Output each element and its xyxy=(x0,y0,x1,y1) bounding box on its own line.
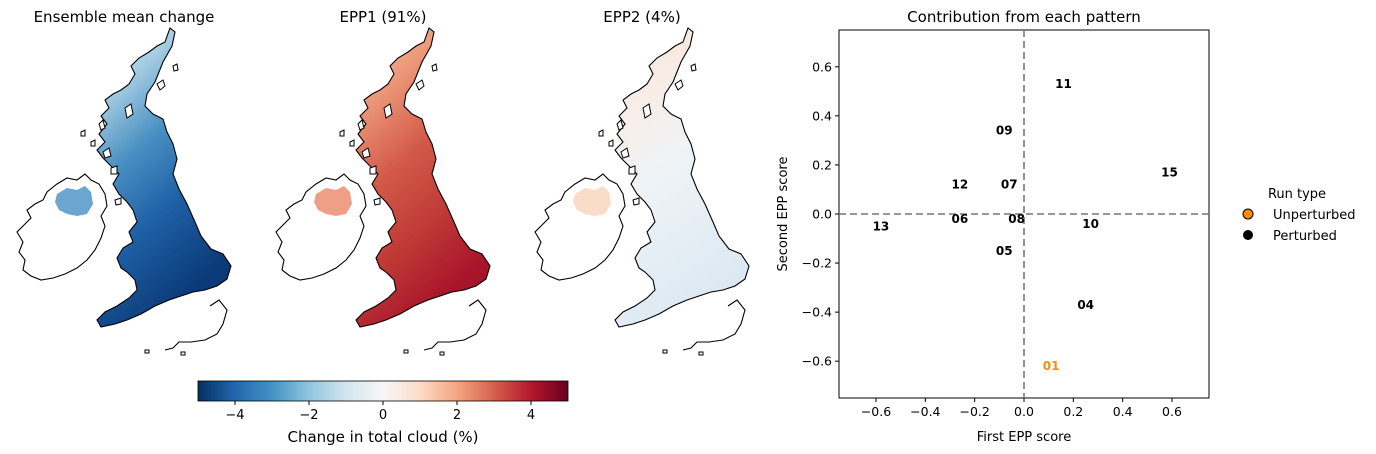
y-tick-label: 0.2 xyxy=(812,157,832,172)
legend-entry-unperturbed: Unperturbed xyxy=(1242,208,1356,223)
point-label-06: 06 xyxy=(952,212,969,226)
colorbar-tick-label: 0 xyxy=(379,408,387,423)
legend-label-perturbed: Perturbed xyxy=(1273,229,1337,244)
y-tick-label: 0.6 xyxy=(812,59,832,74)
point-label-04: 04 xyxy=(1077,298,1094,312)
y-axis-label: Second EPP score xyxy=(776,157,791,272)
y-axis: −0.6 −0.4 −0.2 0.0 0.2 0.4 0.6 xyxy=(802,59,839,369)
y-tick-label: 0.4 xyxy=(812,108,832,123)
colorbar-gradient xyxy=(197,380,569,402)
x-axis: −0.6 −0.4 −0.2 0.0 0.2 0.4 0.6 xyxy=(861,398,1182,419)
y-tick-label: −0.4 xyxy=(802,305,832,320)
point-label-11: 11 xyxy=(1055,77,1072,91)
colorbar-ticks: −4 −2 0 2 4 xyxy=(225,401,535,423)
colorbar-label: Change in total cloud (%) xyxy=(287,428,478,446)
map-panel-mean: Ensemble mean change xyxy=(16,8,232,356)
point-label-15: 15 xyxy=(1161,165,1178,179)
colorbar-tick-label: −2 xyxy=(299,408,318,423)
x-axis-label: First EPP score xyxy=(977,430,1071,445)
y-tick-label: −0.6 xyxy=(802,354,832,369)
point-label-05: 05 xyxy=(996,244,1013,258)
x-tick-label: 0.2 xyxy=(1063,404,1083,419)
scatter-panel: Contribution from each pattern −0.6 −0.4−… xyxy=(776,8,1210,445)
colorbar-tick-label: −4 xyxy=(225,408,244,423)
y-tick-label: 0.0 xyxy=(812,207,832,222)
point-label-01: 01 xyxy=(1043,359,1060,373)
x-tick-label: −0.6 xyxy=(861,404,891,419)
reference-lines xyxy=(839,30,1209,398)
scatter-points: 01 04 05 06 07 08 09 10 11 12 13 15 xyxy=(873,77,1178,373)
y-tick-label: −0.2 xyxy=(802,256,832,271)
legend: Run type Unperturbed Perturbed xyxy=(1242,187,1356,244)
colorbar-tick-label: 2 xyxy=(453,408,461,423)
map-panels: Ensemble mean change EPP1 (91%) EPP2 (4%… xyxy=(16,8,750,356)
legend-label-unperturbed: Unperturbed xyxy=(1273,208,1356,223)
point-label-10: 10 xyxy=(1082,217,1099,231)
map-title-mean: Ensemble mean change xyxy=(34,8,215,26)
legend-title: Run type xyxy=(1268,187,1326,202)
colorbar-tick-label: 4 xyxy=(527,408,535,423)
legend-marker-perturbed xyxy=(1243,230,1253,240)
x-tick-label: 0.0 xyxy=(1014,404,1034,419)
legend-entry-perturbed: Perturbed xyxy=(1243,229,1337,244)
map-title-epp1: EPP1 (91%) xyxy=(340,8,427,26)
point-label-08: 08 xyxy=(1008,212,1025,226)
map-title-epp2: EPP2 (4%) xyxy=(603,8,680,26)
x-tick-label: −0.2 xyxy=(959,404,989,419)
point-label-13: 13 xyxy=(873,219,890,233)
x-tick-label: −0.4 xyxy=(910,404,940,419)
x-tick-label: 0.4 xyxy=(1113,404,1133,419)
colorbar: −4 −2 0 2 4 Change in total cloud (%) xyxy=(197,380,569,446)
point-label-07: 07 xyxy=(1001,178,1018,192)
scatter-title: Contribution from each pattern xyxy=(907,8,1141,26)
point-label-12: 12 xyxy=(952,178,969,192)
x-tick-label: 0.6 xyxy=(1162,404,1182,419)
point-label-09: 09 xyxy=(996,124,1013,138)
legend-marker-unperturbed xyxy=(1242,208,1254,220)
map-panel-epp1: EPP1 (91%) xyxy=(275,8,491,356)
map-panel-epp2: EPP2 (4%) xyxy=(534,8,750,356)
